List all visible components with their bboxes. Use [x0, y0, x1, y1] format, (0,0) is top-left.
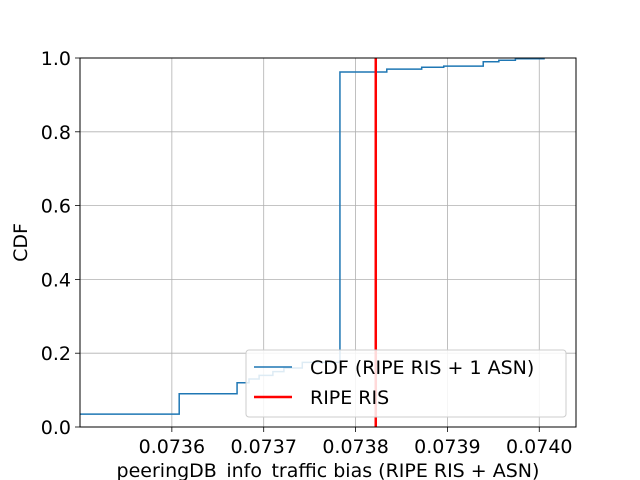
legend-label: CDF (RIPE RIS + 1 ASN) [310, 357, 534, 379]
y-tick-label: 0.8 [41, 122, 71, 144]
y-tick-label: 1.0 [41, 48, 71, 70]
x-axis-label: peeringDB_info_traffic bias (RIPE RIS + … [117, 460, 540, 480]
y-tick-label: 0.0 [41, 417, 71, 439]
plot-frame [79, 57, 577, 428]
x-tick-label: 0.0739 [414, 436, 480, 458]
y-tick-label: 0.6 [41, 196, 71, 218]
x-tick-label: 0.0737 [230, 436, 296, 458]
y-axis-label: CDF [10, 223, 32, 262]
y-tick-label: 0.2 [41, 343, 71, 365]
x-tick-label: 0.0738 [322, 436, 388, 458]
tick-layer: 0.0736 0.0737 0.0738 0.0739 0.0740 0.0 0.2 0.4 0… [41, 48, 573, 458]
x-tick-label: 0.0740 [506, 436, 572, 458]
legend-label: RIPE RIS [310, 387, 389, 409]
legend: CDF (RIPE RIS + 1 ASN) RIPE RIS [245, 349, 567, 418]
y-tick-label: 0.4 [41, 269, 71, 291]
x-tick-label: 0.0736 [139, 436, 205, 458]
legend-box [245, 349, 567, 418]
